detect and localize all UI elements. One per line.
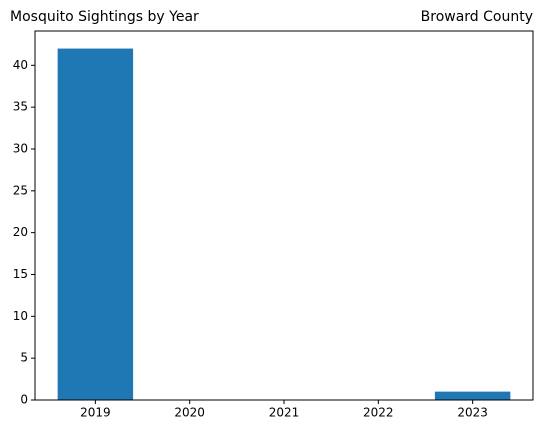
x-tick-label: 2022	[363, 406, 394, 420]
bar	[434, 391, 511, 400]
y-tick-label: 0	[20, 393, 28, 407]
y-tick-label: 30	[13, 141, 28, 155]
x-tick-label: 2020	[174, 406, 205, 420]
chart-title: Mosquito Sightings by Year	[10, 9, 199, 25]
x-tick-label: 2021	[269, 406, 300, 420]
plot-frame	[34, 30, 534, 401]
y-tick-label: 15	[13, 267, 28, 281]
y-tick-label: 5	[20, 351, 28, 365]
bar	[57, 48, 134, 400]
chart-subtitle: Broward County	[421, 9, 533, 25]
x-tick-label: 2023	[457, 406, 488, 420]
y-tick-label: 40	[13, 58, 28, 72]
y-tick-label: 35	[13, 100, 28, 114]
y-tick-label: 25	[13, 183, 28, 197]
y-tick-label: 20	[13, 225, 28, 239]
y-tick-label: 10	[13, 309, 28, 323]
x-tick-label: 2019	[80, 406, 111, 420]
